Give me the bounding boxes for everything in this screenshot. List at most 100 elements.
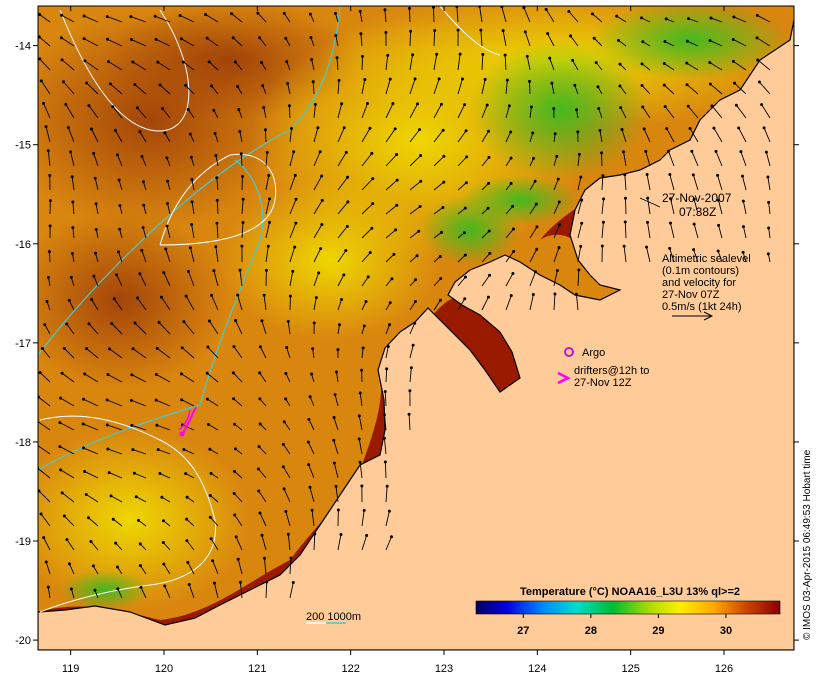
velocity-vector <box>761 104 771 119</box>
velocity-vector-head <box>69 150 73 154</box>
velocity-vector-head <box>258 345 262 349</box>
velocity-vector-head <box>208 493 212 497</box>
velocity-vector <box>210 495 219 503</box>
velocity-vector <box>646 174 651 191</box>
velocity-vector <box>156 347 171 359</box>
velocity-vector <box>134 472 147 479</box>
velocity-vector <box>505 157 512 167</box>
velocity-vector <box>83 38 99 47</box>
velocity-vector <box>336 57 339 71</box>
velocity-vector <box>433 54 438 71</box>
velocity-vector <box>83 447 99 455</box>
velocity-vector-head <box>114 541 118 545</box>
velocity-vector <box>409 129 420 143</box>
velocity-vector-head <box>140 154 144 158</box>
velocity-vector-head <box>531 156 535 160</box>
argo-marker <box>564 347 574 357</box>
velocity-vector <box>43 103 51 119</box>
velocity-vector-head <box>206 345 210 349</box>
velocity-vector <box>259 398 267 407</box>
velocity-vector-head <box>433 28 437 32</box>
velocity-vector <box>107 399 123 407</box>
velocity-vector <box>577 200 583 215</box>
velocity-vector-head <box>717 223 721 227</box>
velocity-vector <box>643 128 651 143</box>
velocity-vector-head <box>239 152 243 156</box>
velocity-vector-head <box>84 493 88 497</box>
velocity-vector-head <box>688 126 692 130</box>
velocity-vector <box>61 492 75 503</box>
velocity-vector-head <box>282 420 286 424</box>
velocity-vector-head <box>281 465 285 469</box>
velocity-vector <box>529 132 534 143</box>
velocity-vector <box>310 37 315 47</box>
velocity-vector-head <box>260 533 264 537</box>
velocity-vector-head <box>139 585 143 589</box>
velocity-vector <box>313 224 323 239</box>
velocity-vector <box>157 61 171 71</box>
velocity-vector <box>625 198 627 215</box>
velocity-vector <box>742 201 747 215</box>
velocity-vector <box>337 226 348 239</box>
velocity-vector <box>163 272 171 287</box>
velocity-vector <box>207 346 219 359</box>
velocity-vector-head <box>60 58 64 62</box>
velocity-vector <box>259 346 267 359</box>
velocity-vector-head <box>284 36 288 40</box>
velocity-vector-head <box>569 34 573 38</box>
velocity-vector-head <box>615 14 619 18</box>
velocity-vector <box>757 59 771 71</box>
velocity-vector-head <box>258 371 262 375</box>
velocity-vector <box>433 104 442 119</box>
velocity-vector <box>361 203 374 215</box>
velocity-vector <box>289 222 297 239</box>
velocity-vector-head <box>209 471 213 475</box>
velocity-vector-head <box>233 422 237 426</box>
velocity-vector <box>359 462 363 479</box>
velocity-vector <box>179 15 195 23</box>
velocity-vector-head <box>185 539 189 543</box>
velocity-vector-head <box>158 83 162 87</box>
velocity-vector-head <box>509 130 513 134</box>
velocity-vector <box>337 80 340 95</box>
velocity-vector-head <box>336 348 340 352</box>
velocity-vector-head <box>487 229 491 233</box>
velocity-vector <box>709 40 723 47</box>
velocity-vector <box>63 81 75 95</box>
velocity-vector-head <box>320 198 324 202</box>
velocity-vector-head <box>668 173 672 177</box>
velocity-vector <box>238 109 243 119</box>
drifter-tracks <box>178 406 197 437</box>
velocity-vector <box>598 108 603 119</box>
altimetry-line-4: 27-Nov 07Z <box>662 289 720 301</box>
velocity-vector-head <box>111 105 115 109</box>
velocity-vector <box>93 275 99 287</box>
velocity-vector <box>119 229 123 239</box>
velocity-vector <box>664 106 675 119</box>
velocity-vector <box>208 61 219 71</box>
velocity-vector-head <box>385 367 389 371</box>
velocity-vector <box>233 398 243 407</box>
velocity-vector-head <box>408 389 412 393</box>
velocity-vector-head <box>234 535 238 539</box>
velocity-vector <box>235 536 243 551</box>
velocity-vector-head <box>311 347 315 351</box>
velocity-vector <box>289 271 294 287</box>
velocity-vector <box>577 269 580 287</box>
velocity-vector <box>593 37 603 47</box>
velocity-vector-head <box>411 343 415 347</box>
green-patch <box>60 570 150 610</box>
velocity-vector <box>258 446 267 455</box>
velocity-vector-head <box>39 512 43 516</box>
velocity-vector-head <box>685 83 689 87</box>
velocity-vector-head <box>558 223 562 227</box>
velocity-vector <box>112 106 123 119</box>
velocity-vector-head <box>286 82 290 86</box>
velocity-vector-head <box>487 181 491 185</box>
velocity-vector-head <box>87 322 91 326</box>
velocity-vector-head <box>505 78 509 82</box>
velocity-vector <box>59 422 75 431</box>
velocity-vector-head <box>764 150 768 154</box>
velocity-vector-head <box>592 36 596 40</box>
velocity-vector <box>646 247 651 263</box>
